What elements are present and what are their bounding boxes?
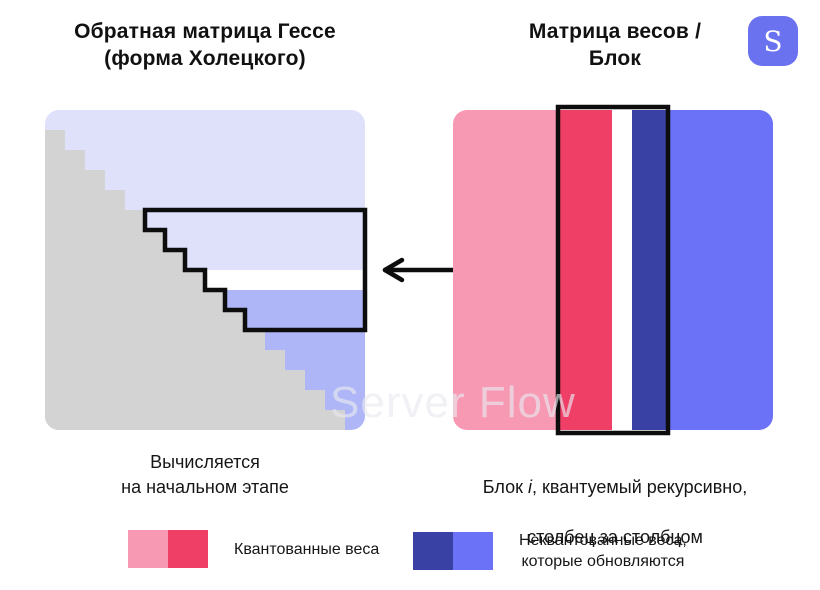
legend-unquantized-swatches (413, 532, 493, 570)
left-matrix-title: Обратная матрица Гессе (форма Холецкого) (74, 20, 336, 70)
quantized-columns-pink-stripe (453, 110, 560, 430)
hessian-block-outline (142, 207, 368, 333)
weights-block-outline (555, 104, 671, 436)
hessian-matrix-figure (45, 110, 368, 430)
left-matrix-caption: Вычисляется на начальном этапе (121, 452, 289, 497)
legend-unquantized-label: Неквантованные веса, которые обновляются (519, 532, 687, 570)
legend-quantized-label: Квантованные веса (234, 540, 380, 558)
cholesky-lower-triangle-staircase (45, 130, 345, 430)
legend-unquantized: Неквантованные веса, которые обновляются (413, 530, 687, 572)
block-quantized-red-stripe (560, 110, 612, 430)
server-flow-logo: S (748, 16, 798, 66)
future-columns-periwinkle-stripe (670, 110, 773, 430)
legend-quantized: Квантованные веса (128, 530, 379, 568)
right-caption-line2: столбец за столбцом (527, 527, 703, 547)
weights-matrix-figure (453, 104, 773, 436)
right-matrix-caption: Блок i, квантуемый рекурсивно, столбец з… (440, 450, 790, 575)
legend-swatch-periwinkle (453, 532, 493, 570)
legend-swatch-red (168, 530, 208, 568)
arrowhead-left (382, 257, 405, 283)
block-unquantized-navy-stripe (632, 110, 668, 430)
right-caption-line1-post: , квантуемый рекурсивно, (531, 477, 748, 497)
right-matrix-title: Матрица весов / Блок (528, 20, 702, 70)
legend-swatch-pink (128, 530, 168, 568)
legend-swatch-navy (413, 532, 453, 570)
current-column-white-stripe (612, 110, 632, 430)
legend-quantized-swatches (128, 530, 208, 568)
right-caption-italic-i: i (527, 477, 532, 497)
right-caption-line1-pre: Блок (482, 477, 528, 497)
right-caption-line1: Блок i, квантуемый рекурсивно, (440, 475, 790, 500)
